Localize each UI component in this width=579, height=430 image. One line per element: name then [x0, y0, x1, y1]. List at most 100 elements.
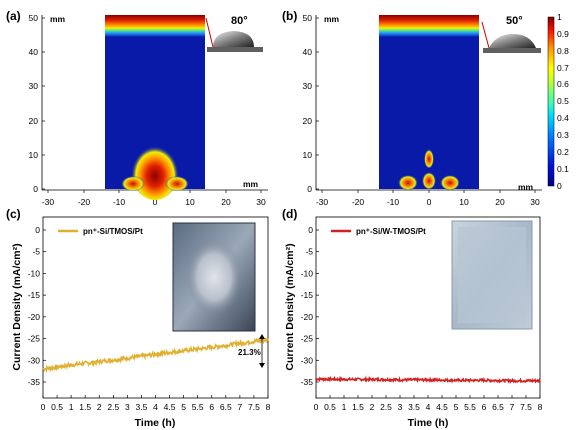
unit-label-bottom-a: mm [243, 179, 259, 189]
y-tick-label-d: -35 [301, 377, 314, 387]
x-tick-label-a: 30 [256, 197, 266, 207]
x-tick-label-a: -20 [78, 197, 91, 207]
panel-label-c: (c) [6, 207, 21, 221]
x-tick-label-c: 1 [69, 402, 74, 412]
y-tick-label-c: -35 [28, 377, 41, 387]
y-tick-label-c: -30 [28, 355, 41, 365]
panel-d: (d) 0 0.5 1 1.5 2 2.5 3 3.5 4 4.5 5 5.5 6 6.5 7 7.5 8 0 -5… [282, 207, 543, 429]
colorbar-tick: 1 [557, 12, 562, 22]
axes-d: 0 0.5 1 1.5 2 2.5 3 3.5 4 4.5 5 5.5 6 6.5 7 7.5 8 0 -5 -10 -… [301, 225, 543, 412]
x-tick-label-d: 4 [426, 402, 431, 412]
x-tick-label-c: 8 [266, 402, 271, 412]
simulation-field-a [105, 15, 205, 200]
x-tick-label-d: 0.5 [324, 402, 336, 412]
unit-label-top-b: mm [324, 14, 340, 24]
y-tick-label-c: -15 [28, 290, 41, 300]
y-axis-title-c: Current Density (mA/cm²) [11, 243, 23, 370]
y-ticks-a: 0 10 20 30 40 50 [29, 13, 45, 194]
x-tick-label-c: 3 [125, 402, 130, 412]
colorbar-tick: 0.8 [557, 46, 569, 56]
x-tick-label-d: 2 [370, 402, 375, 412]
x-tick-label-c: 2.5 [107, 402, 119, 412]
x-tick-label-d: 2.5 [380, 402, 392, 412]
legend-d: pn⁺-Si/W-TMOS/Pt [331, 227, 426, 236]
x-tick-label-b: 20 [495, 197, 505, 207]
y-tick-label-a: 40 [29, 47, 39, 57]
colorbar-tick: 0.7 [557, 63, 569, 73]
colorbar-tick: 0 [557, 181, 562, 191]
x-tick-label-c: 0 [41, 402, 46, 412]
y-tick-label-a: 0 [33, 184, 38, 194]
x-tick-label-d: 8 [538, 402, 543, 412]
y-tick-label-b: 20 [303, 116, 313, 126]
y-axis-title-d: Current Density (mA/cm²) [284, 243, 296, 370]
panel-label-b: (b) [282, 9, 297, 23]
series-line-d [315, 375, 541, 384]
y-tick-label-c: -20 [28, 312, 41, 322]
colorbar-tick: 0.5 [557, 96, 569, 106]
photo-inset-d [451, 220, 533, 330]
x-tick-label-d: 6 [482, 402, 487, 412]
x-tick-label-b: 30 [530, 197, 540, 207]
y-tick-label-c: -5 [32, 247, 40, 257]
contact-angle-inset-a: 80° [205, 15, 263, 54]
x-tick-label-b: 0 [427, 197, 432, 207]
axes-c: 0 0.5 1 1.5 2 2.5 3 3.5 4 4.5 5 5.5 6 6.5 7 7.5 8 0 -5 -10 -… [28, 225, 271, 412]
unit-label-top-a: mm [50, 14, 66, 24]
photo-inset-c [172, 222, 256, 332]
y-tick-label-c: -10 [28, 268, 41, 278]
degradation-annotation-c: 21.3% [238, 348, 261, 357]
x-tick-label-c: 1.5 [79, 402, 91, 412]
y-tick-label-a: 20 [29, 116, 39, 126]
y-tick-label-d: -15 [301, 290, 314, 300]
y-tick-label-b: 40 [303, 47, 313, 57]
legend-c: pn⁺-Si/TMOS/Pt [58, 227, 143, 236]
colorbar-tick: 0.2 [557, 147, 569, 157]
x-tick-label-b: -10 [387, 197, 400, 207]
data-series-c [42, 335, 269, 374]
y-ticks-b: 0 10 20 30 40 50 [303, 13, 319, 194]
colorbar-tick: 0.1 [557, 164, 569, 174]
heat-plume-a [131, 140, 179, 200]
y-tick-label-d: -5 [305, 247, 313, 257]
x-axis-title-d: Time (h) [408, 417, 449, 429]
x-tick-label-c: 5.5 [192, 402, 204, 412]
x-tick-label-c: 7.5 [248, 402, 260, 412]
x-tick-label-b: -20 [352, 197, 365, 207]
contact-angle-b: 50° [506, 15, 523, 27]
y-tick-label-d: 0 [308, 225, 313, 235]
x-tick-label-b: -30 [316, 197, 329, 207]
x-tick-label-d: 5.5 [464, 402, 476, 412]
x-tick-label-d: 7.5 [520, 402, 532, 412]
y-tick-label-b: 50 [303, 13, 313, 23]
colorbar: 0 0.1 0.2 0.3 0.4 0.5 0.6 0.7 0.8 0.9 1 [547, 12, 569, 191]
x-tick-label-c: 0.5 [51, 402, 63, 412]
droplet-icon [213, 31, 254, 47]
y-tick-label-d: -30 [301, 355, 314, 365]
y-tick-label-d: -10 [301, 268, 314, 278]
x-tick-label-c: 3.5 [136, 402, 148, 412]
y-tick-label-c: -25 [28, 334, 41, 344]
x-tick-label-d: 3 [398, 402, 403, 412]
droplet-icon [489, 34, 536, 48]
unit-label-bottom-b: mm [518, 182, 534, 192]
x-tick-label-d: 5 [454, 402, 459, 412]
x-tick-label-d: 3.5 [408, 402, 420, 412]
legend-label-d: pn⁺-Si/W-TMOS/Pt [356, 227, 426, 236]
y-tick-label-b: 10 [303, 150, 313, 160]
x-tick-label-c: 6 [209, 402, 214, 412]
x-axis-title-c: Time (h) [135, 417, 176, 429]
x-tick-label-d: 4.5 [436, 402, 448, 412]
x-tick-label-c: 4.5 [164, 402, 176, 412]
x-ticks-b: -30 -20 -10 0 10 20 30 [316, 190, 540, 207]
colorbar-tick: 0.3 [557, 130, 569, 140]
x-tick-label-d: 7 [510, 402, 515, 412]
x-tick-label-a: 10 [185, 197, 195, 207]
colorbar-tick: 0.4 [557, 113, 569, 123]
contact-angle-inset-b: 50° [481, 15, 541, 56]
x-tick-label-c: 2 [97, 402, 102, 412]
y-tick-label-a: 50 [29, 13, 39, 23]
panel-a: (a) mm 0 10 20 30 40 50 -30 -20 [6, 9, 268, 207]
panel-b: (b) mm 0 10 20 30 40 50 -30 -20 [282, 9, 542, 207]
x-tick-label-d: 1 [342, 402, 347, 412]
